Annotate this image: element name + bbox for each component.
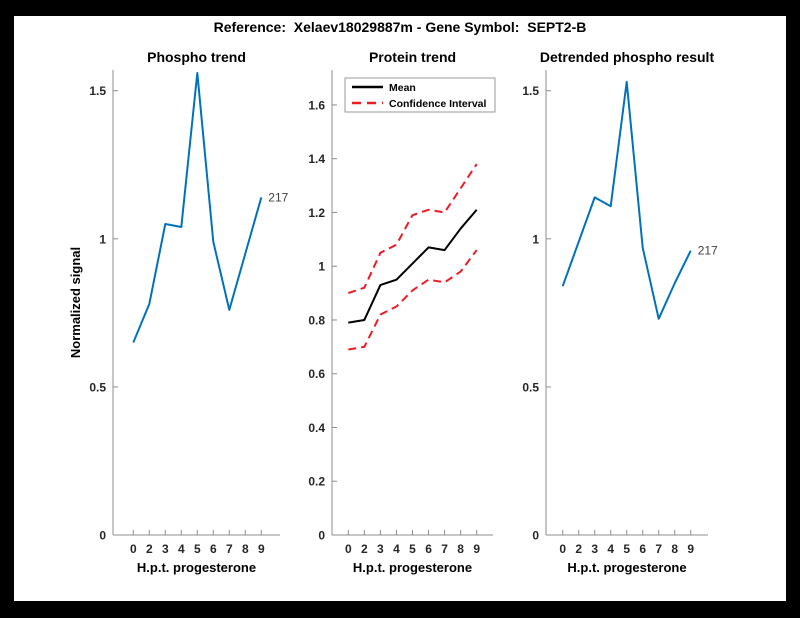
y-tick-label: 1.4: [308, 152, 325, 166]
x-tick-label: 5: [623, 542, 630, 556]
x-tick-label: 9: [473, 542, 480, 556]
y-tick-label: 1: [99, 232, 106, 246]
y-tick-label: 0: [318, 529, 325, 543]
y-tick-label: 0.4: [308, 421, 325, 435]
x-axis-label: H.p.t. progesterone: [353, 560, 472, 575]
x-tick-label: 3: [591, 542, 598, 556]
figure-title: Reference: Xelaev18029887m - Gene Symbol…: [213, 19, 587, 35]
series-confidence-upper: [347, 163, 478, 295]
x-tick-label: 7: [655, 542, 662, 556]
subplot-title: Protein trend: [369, 49, 456, 65]
x-tick-label: 0: [345, 542, 352, 556]
x-tick-label: 6: [425, 542, 432, 556]
x-tick-label: 7: [441, 542, 448, 556]
x-tick-label: 6: [639, 542, 646, 556]
y-tick-label: 1: [532, 232, 539, 246]
y-tick-label: 0.5: [89, 380, 106, 394]
series-phospho-signal: [132, 71, 263, 343]
x-tick-label: 2: [146, 542, 153, 556]
x-tick-label: 4: [178, 542, 185, 556]
y-tick-label: 0: [532, 529, 539, 543]
x-tick-label: 9: [258, 542, 265, 556]
y-tick-label: 0: [99, 529, 106, 543]
y-tick-label: 1.5: [89, 84, 106, 98]
y-tick-label: 0.5: [522, 380, 539, 394]
x-tick-label: 8: [457, 542, 464, 556]
x-tick-label: 4: [607, 542, 614, 556]
y-tick-label: 1.5: [522, 84, 539, 98]
x-tick-label: 2: [575, 542, 582, 556]
x-axis-label: H.p.t. progesterone: [137, 560, 256, 575]
legend-label: Mean: [389, 82, 416, 94]
y-tick-label: 1: [318, 260, 325, 274]
x-tick-label: 5: [409, 542, 416, 556]
x-tick-label: 0: [130, 542, 137, 556]
x-tick-label: 2: [361, 542, 368, 556]
series-protein-mean: [348, 209, 478, 324]
y-tick-label: 1.6: [308, 98, 325, 112]
x-tick-label: 5: [194, 542, 201, 556]
y-tick-label: 1.2: [308, 206, 325, 220]
x-tick-label: 8: [242, 542, 249, 556]
x-axis-label: H.p.t. progesterone: [567, 560, 686, 575]
x-tick-label: 3: [377, 542, 384, 556]
subplot-title: Phospho trend: [147, 49, 246, 65]
x-tick-label: 7: [226, 542, 233, 556]
y-tick-label: 0.2: [308, 475, 325, 489]
y-tick-label: 0.6: [308, 367, 325, 381]
series-end-label: 217: [268, 190, 288, 204]
x-tick-label: 3: [162, 542, 169, 556]
y-axis-label: Normalized signal: [68, 247, 83, 358]
series-end-label: 217: [698, 244, 718, 258]
subplot-title: Detrended phospho result: [540, 49, 715, 65]
x-tick-label: 0: [559, 542, 566, 556]
legend-label: Confidence Interval: [389, 98, 487, 110]
x-tick-label: 6: [210, 542, 217, 556]
legend-box: [344, 77, 496, 113]
y-tick-label: 0.8: [308, 313, 325, 327]
x-tick-label: 8: [671, 542, 678, 556]
x-tick-label: 9: [687, 542, 694, 556]
x-tick-label: 4: [393, 542, 400, 556]
series-detrended-signal: [561, 80, 692, 320]
series-confidence-lower: [348, 249, 478, 351]
